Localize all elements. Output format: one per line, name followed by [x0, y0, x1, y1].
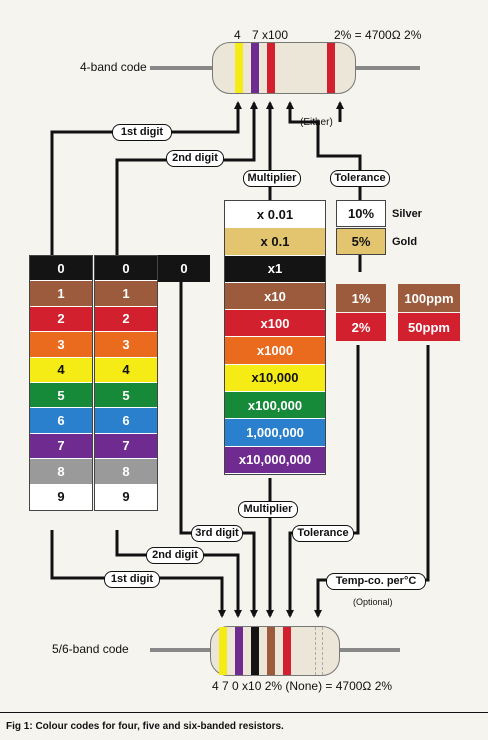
optional-label: (Optional) — [353, 597, 393, 607]
digit-cell: 5 — [95, 382, 157, 409]
either-label: (Either) — [300, 117, 333, 128]
digit-cell: 7 — [95, 433, 157, 460]
digit-cell: 2 — [95, 306, 157, 333]
multiplier-cell: x 0.1 — [225, 228, 325, 256]
digit-cell: 2 — [30, 306, 92, 333]
digit-cell: 8 — [30, 459, 92, 485]
digit-cell: 9 — [95, 484, 157, 510]
tempco-pill: Temp-co. per°C — [326, 573, 426, 590]
top-result-value: 2% = 4700Ω 2% — [334, 28, 422, 42]
bottom-band-empty — [315, 627, 323, 675]
multiplier-cell: x100 — [225, 310, 325, 338]
top-band-red — [267, 43, 275, 93]
top-multiplier-value: x100 — [262, 28, 289, 42]
multiplier-cell: x10 — [225, 282, 325, 311]
multiplier-cell: x1000 — [225, 337, 325, 365]
multiplier-top-pill: Multiplier — [243, 170, 301, 187]
first-digit-bottom-pill: 1st digit — [104, 571, 160, 588]
top-band-violet — [251, 43, 259, 93]
five-six-band-code-label: 5/6-band code — [52, 642, 129, 656]
top-digit2-value: 7 — [252, 28, 259, 42]
multiplier-cell: x 0.01 — [225, 201, 325, 229]
digit-cell: 1 — [30, 281, 92, 307]
digit-cell: 5 — [30, 382, 92, 409]
tempco-brown-cell: 100ppm — [398, 284, 460, 312]
tolerance-gold-cell: 5% — [336, 228, 386, 255]
top-digit1-value: 4 — [234, 28, 241, 42]
bottom-band-red — [283, 627, 291, 675]
multiplier-bottom-pill: Multiplier — [238, 501, 298, 518]
bottom-band-violet — [235, 627, 243, 675]
digit-cell: 0 — [95, 256, 157, 282]
multiplier-cell: 1,000,000 — [225, 419, 325, 447]
digit-cell: 6 — [95, 408, 157, 434]
digit-cell: 9 — [30, 484, 92, 510]
multiplier-cell: x1 — [225, 255, 325, 283]
digit-cell: 0 — [30, 256, 92, 282]
four-band-code-label: 4-band code — [80, 60, 147, 74]
top-resistor-body — [212, 42, 356, 94]
digit-cell: 8 — [95, 459, 157, 485]
bottom-band-yellow — [219, 627, 227, 675]
tempco-red-cell: 50ppm — [398, 313, 460, 341]
gold-label: Gold — [392, 236, 418, 248]
figure-caption: Fig 1: Colour codes for four, five and s… — [0, 712, 488, 732]
bottom-band-brown — [267, 627, 275, 675]
second-digit-bottom-pill: 2nd digit — [146, 547, 204, 564]
digit-cell: 6 — [30, 408, 92, 434]
tolerance-red-cell: 2% — [336, 313, 386, 341]
third-digit-bottom-pill: 3rd digit — [191, 525, 243, 542]
second-digit-top-pill: 2nd digit — [166, 150, 224, 167]
first-digit-top-pill: 1st digit — [112, 124, 172, 141]
tolerance-brown-cell: 1% — [336, 284, 386, 312]
tolerance-top-pill: Tolerance — [330, 170, 390, 187]
digit-cell: 3 — [30, 332, 92, 358]
bottom-band-black — [251, 627, 259, 675]
multiplier-cell: x10,000,000 — [225, 446, 325, 474]
tolerance-bottom-pill: Tolerance — [292, 525, 354, 542]
silver-label: Silver — [392, 208, 422, 220]
digit-cell: 4 — [30, 357, 92, 383]
digit-cell: 1 — [95, 281, 157, 307]
multiplier-column: x 0.01 x 0.1 x1 x10 x100 x1000 x10,000 x100,000… — [224, 200, 326, 475]
digit-cell: 3 — [95, 332, 157, 358]
multiplier-cell: x100,000 — [225, 392, 325, 420]
multiplier-cell: x10,000 — [225, 364, 325, 393]
bottom-result-label: 4 7 0 x10 2% (None) = 4700Ω 2% — [212, 679, 393, 693]
digit-cell: 4 — [95, 357, 157, 383]
digit-cell: 7 — [30, 433, 92, 460]
tolerance-silver-cell: 10% — [336, 200, 386, 227]
third-digit-black-cell: 0 — [158, 255, 210, 282]
top-band-red-tolerance — [327, 43, 335, 93]
bottom-resistor-body — [210, 626, 340, 676]
top-band-yellow — [235, 43, 243, 93]
